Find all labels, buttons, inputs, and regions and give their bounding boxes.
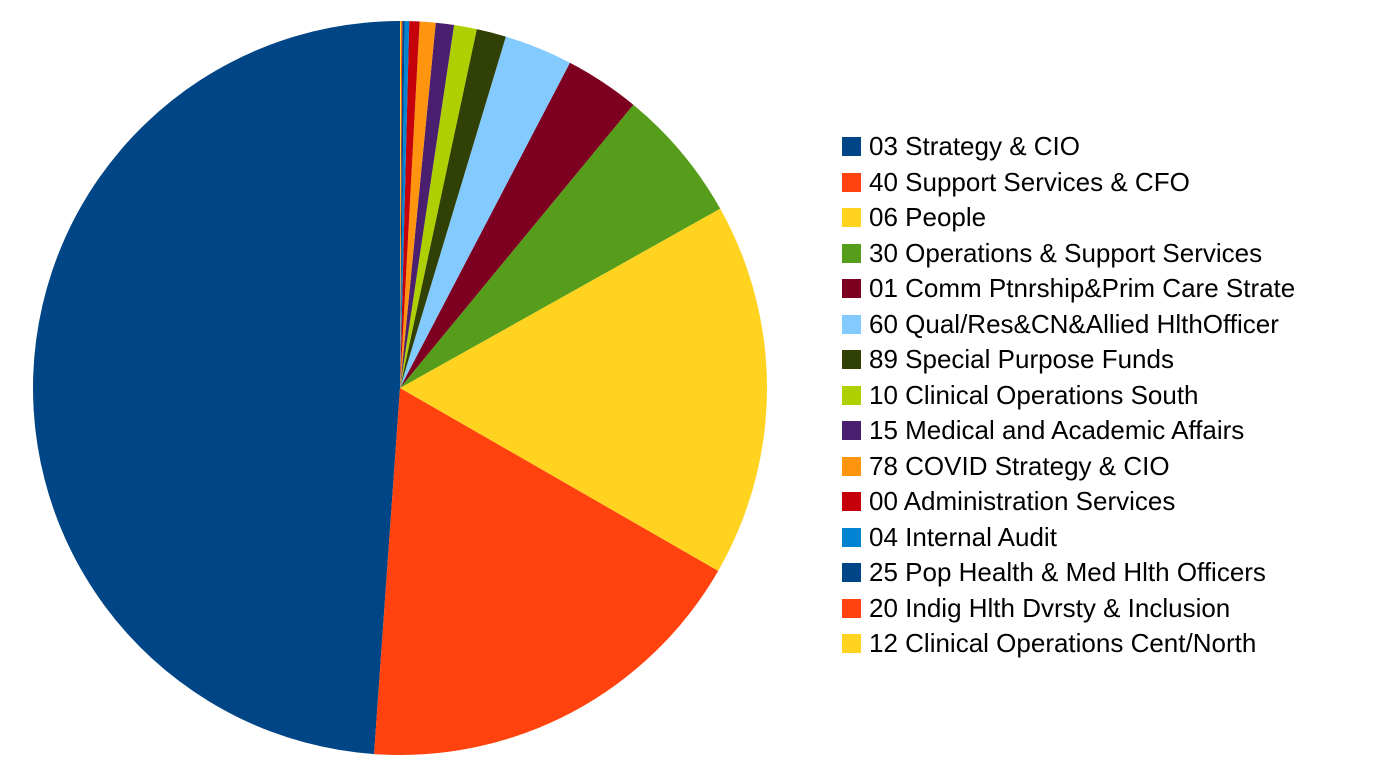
pie-slice-3: [400, 104, 721, 388]
legend-item: 04 Internal Audit: [842, 520, 1295, 556]
legend-label: 15 Medical and Academic Affairs: [869, 415, 1245, 446]
legend-label: 40 Support Services & CFO: [869, 166, 1190, 197]
pie-slice-13: [400, 21, 403, 388]
legend-label: 30 Operations & Support Services: [869, 237, 1263, 268]
pie-slice-7: [400, 25, 477, 389]
legend-swatch: [842, 137, 861, 157]
legend-item: 78 COVID Strategy & CIO: [842, 449, 1295, 485]
legend-label: 25 Pop Health & Med Hlth Officers: [869, 557, 1266, 588]
pie-slice-1: [374, 388, 719, 755]
legend-swatch: [842, 563, 861, 583]
legend-swatch: [842, 492, 861, 512]
pie-slice-14: [400, 21, 402, 388]
legend-label: 04 Internal Audit: [869, 521, 1057, 552]
pie-slice-4: [400, 62, 634, 389]
pie-slice-5: [400, 36, 570, 389]
pie-slice-0: [33, 21, 401, 755]
legend-label: 12 Clinical Operations Cent/North: [869, 628, 1257, 659]
legend-swatch: [842, 172, 861, 192]
legend-swatch: [842, 634, 861, 654]
legend-label: 20 Indig Hlth Dvrsty & Inclusion: [869, 592, 1231, 623]
legend-item: 03 Strategy & CIO: [842, 129, 1295, 165]
legend-swatch: [842, 279, 861, 299]
pie-slice-8: [400, 22, 455, 388]
pie-slice-10: [400, 21, 420, 389]
legend-swatch: [842, 314, 861, 334]
legend-item: 20 Indig Hlth Dvrsty & Inclusion: [842, 591, 1295, 627]
legend-label: 78 COVID Strategy & CIO: [869, 450, 1170, 481]
legend-item: 15 Medical and Academic Affairs: [842, 413, 1295, 449]
legend-label: 60 Qual/Res&CN&Allied HlthOfficer: [869, 308, 1279, 339]
pie-slice-6: [400, 29, 506, 388]
legend-swatch: [842, 456, 861, 476]
pie-slice-12: [400, 21, 405, 389]
pie-slice-9: [400, 21, 436, 389]
legend-item: 25 Pop Health & Med Hlth Officers: [842, 555, 1295, 591]
legend-item: 89 Special Purpose Funds: [842, 342, 1295, 378]
legend-item: 40 Support Services & CFO: [842, 165, 1295, 201]
legend-label: 00 Administration Services: [869, 486, 1176, 517]
legend-label: 06 People: [869, 202, 987, 233]
legend-item: 12 Clinical Operations Cent/North: [842, 626, 1295, 662]
legend-label: 89 Special Purpose Funds: [869, 344, 1174, 375]
legend-item: 30 Operations & Support Services: [842, 236, 1295, 272]
legend-label: 01 Comm Ptnrship&Prim Care Strate: [869, 273, 1296, 304]
legend-item: 60 Qual/Res&CN&Allied HlthOfficer: [842, 307, 1295, 343]
legend-swatch: [842, 598, 861, 618]
pie-slice-2: [400, 208, 768, 571]
legend-label: 10 Clinical Operations South: [869, 379, 1199, 410]
legend-swatch: [842, 421, 861, 441]
pie-slice-11: [400, 21, 410, 389]
legend-swatch: [842, 350, 861, 370]
legend-item: 01 Comm Ptnrship&Prim Care Strate: [842, 271, 1295, 307]
legend-item: 10 Clinical Operations South: [842, 378, 1295, 414]
legend-item: 00 Administration Services: [842, 484, 1295, 520]
legend: 03 Strategy & CIO 40 Support Services & C…: [842, 129, 1295, 662]
legend-swatch: [842, 208, 861, 228]
legend-swatch: [842, 243, 861, 263]
legend-item: 06 People: [842, 200, 1295, 236]
legend-label: 03 Strategy & CIO: [869, 131, 1080, 162]
pie-chart: [33, 21, 768, 755]
legend-swatch: [842, 385, 861, 405]
legend-swatch: [842, 527, 861, 547]
